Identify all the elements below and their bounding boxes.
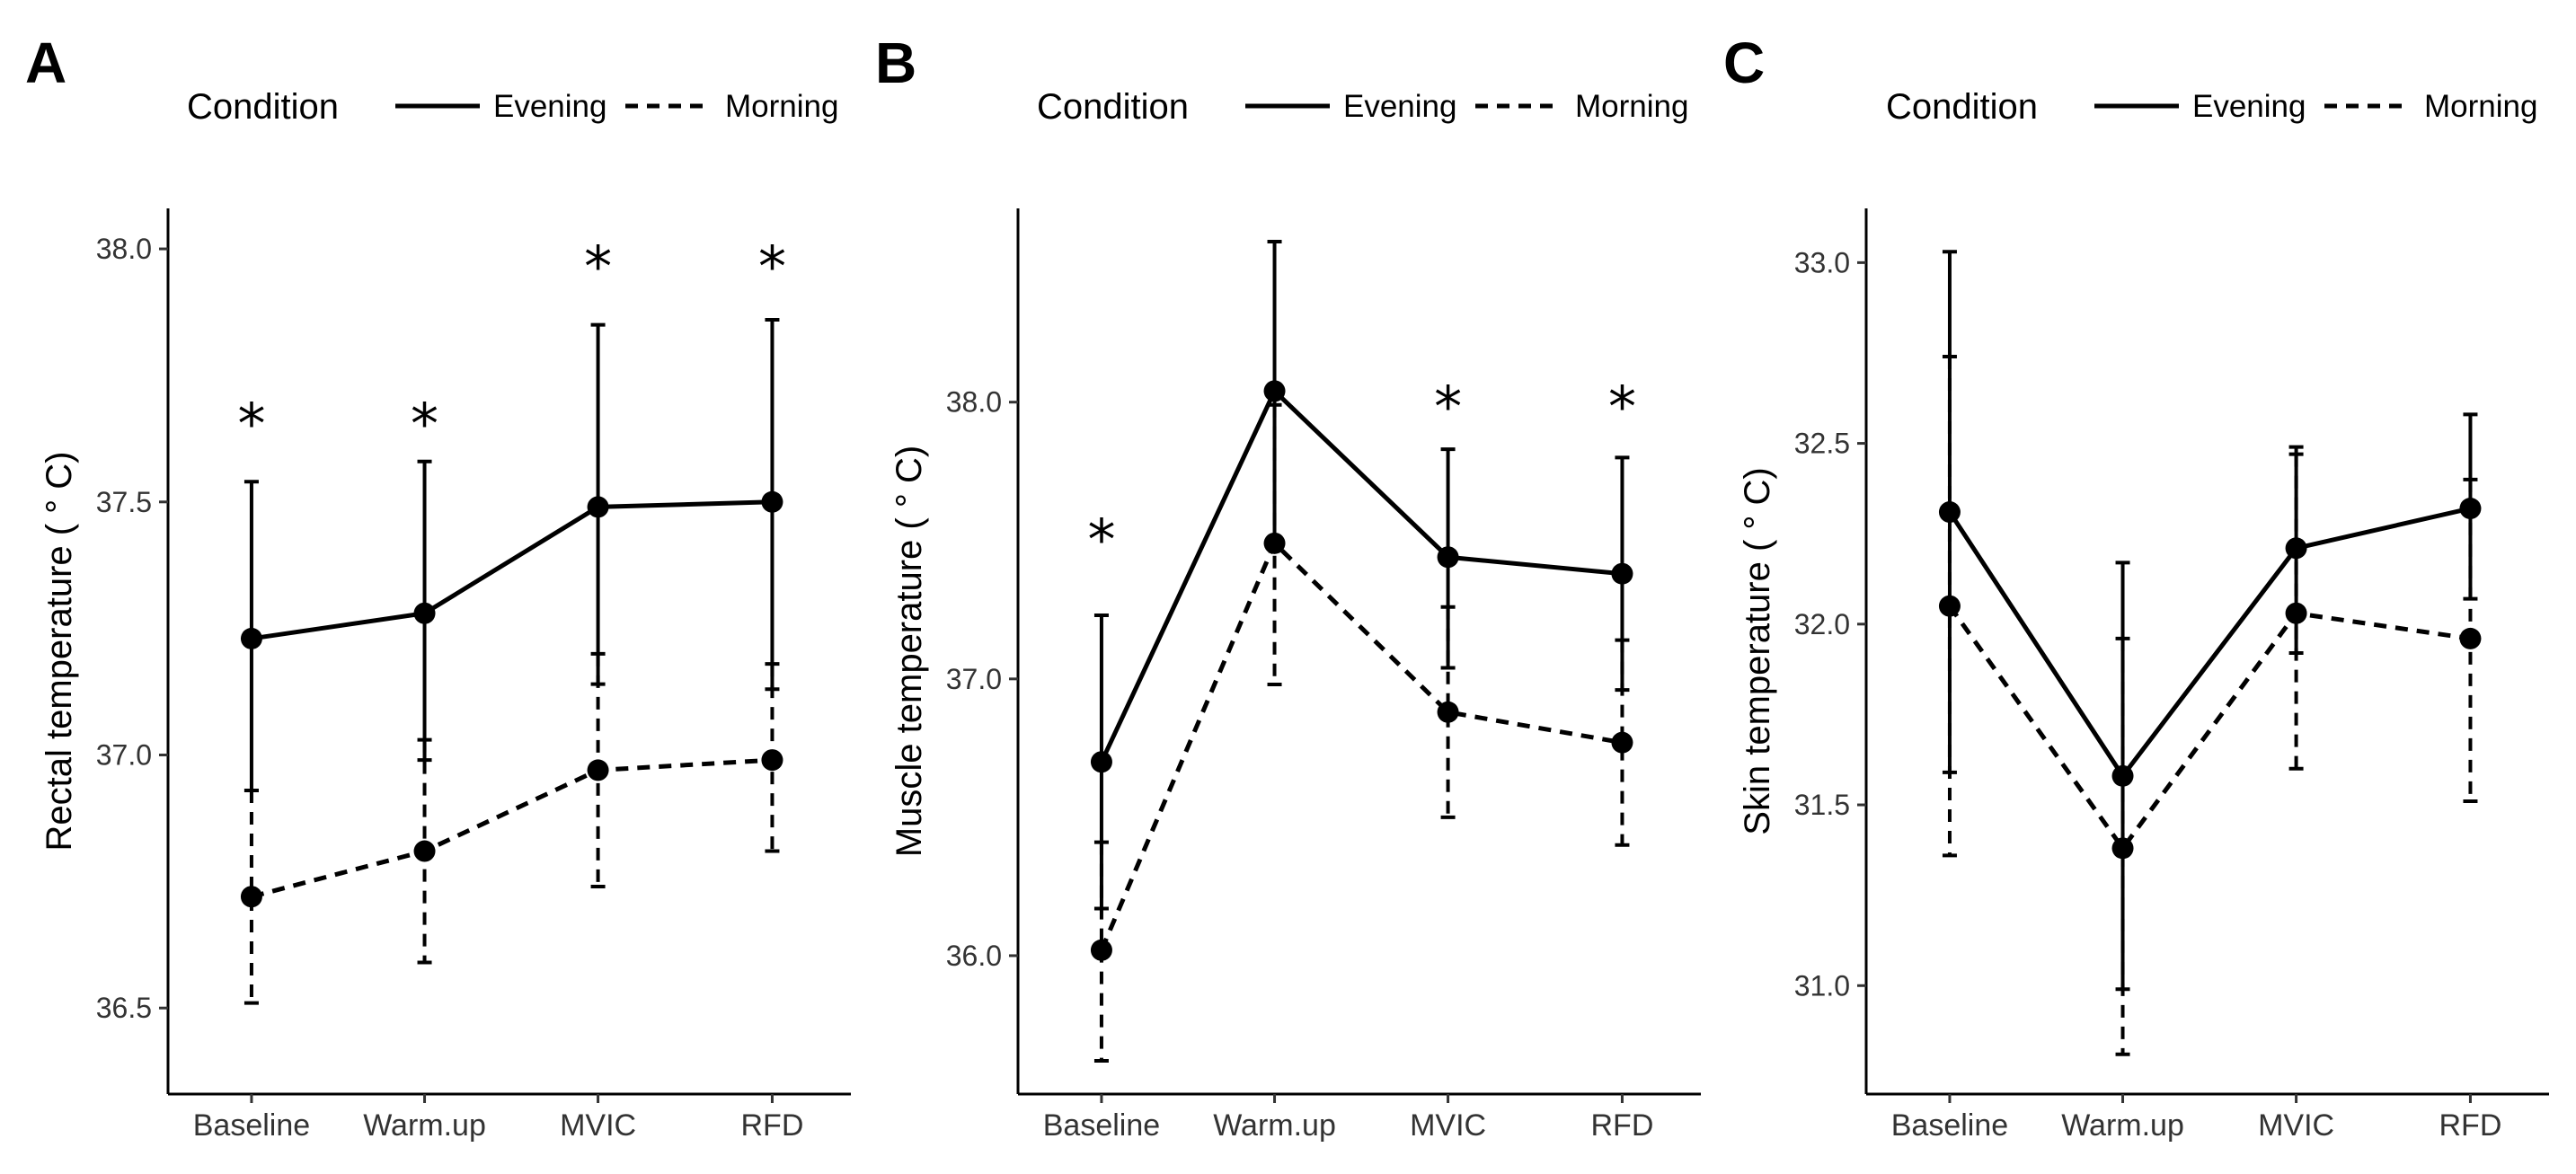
series-line <box>1099 541 1623 951</box>
y-tick-label: 33.0 <box>1794 246 1850 278</box>
x-tick-label: MVIC <box>1410 1108 1486 1143</box>
series-morning <box>1090 402 1633 1064</box>
y-tick-label: 36.5 <box>96 992 152 1024</box>
data-point <box>1090 939 1112 961</box>
x-tick-label: MVIC <box>2258 1108 2334 1143</box>
data-point <box>761 490 783 513</box>
data-point <box>1263 380 1286 402</box>
data-point <box>2459 627 2482 649</box>
panel-letter: B <box>875 31 916 95</box>
y-axis-title: Muscle temperature ( ° C) <box>890 446 929 857</box>
chart-panel-a: A Condition Evening Morning 36.5 37.0 37.5 38.0… <box>25 31 851 1143</box>
x-tick-label: Baseline <box>1891 1108 2008 1143</box>
series-evening <box>1090 239 1633 911</box>
series-evening <box>1938 250 2482 992</box>
y-tick-label: 32.5 <box>1794 428 1850 460</box>
data-point <box>761 749 783 772</box>
significance-marker: * <box>1087 507 1115 572</box>
x-tick-label: RFD <box>741 1108 804 1143</box>
significance-marker: * <box>411 391 438 456</box>
y-tick-label: 31.0 <box>1794 969 1850 1002</box>
y-tick-label: 37.5 <box>96 486 152 518</box>
data-point <box>413 840 436 862</box>
legend-label-morning: Morning <box>1575 89 1688 124</box>
data-point <box>587 759 609 781</box>
x-tick-label: Warm.up <box>2061 1108 2184 1143</box>
series-morning <box>240 651 783 1005</box>
series-line <box>1947 605 2471 851</box>
data-point <box>1437 546 1459 569</box>
data-point <box>587 496 609 518</box>
legend-title: Condition <box>187 87 339 127</box>
y-tick-label: 38.0 <box>96 233 152 265</box>
data-point <box>1938 595 1961 617</box>
y-tick-label: 37.0 <box>946 663 1002 695</box>
chart-panel-b: B Condition Evening Morning 36.0 37.0 38.0 Base… <box>875 31 1701 1143</box>
legend-label-evening: Evening <box>493 89 606 124</box>
series-evening <box>240 317 783 792</box>
legend-title: Condition <box>1886 87 2038 127</box>
legend-title: Condition <box>1037 87 1189 127</box>
y-tick-label: 38.0 <box>946 386 1002 419</box>
legend-label-morning: Morning <box>2424 89 2537 124</box>
x-tick-label: Warm.up <box>363 1108 486 1143</box>
y-tick-label: 31.5 <box>1794 789 1850 821</box>
x-tick-label: Baseline <box>193 1108 310 1143</box>
x-tick-label: RFD <box>2439 1108 2502 1143</box>
data-point <box>1090 751 1112 773</box>
chart-panel-c: C Condition Evening Morning 31.0 31.5 32.0 32.5… <box>1723 31 2549 1143</box>
legend: Condition Evening Morning <box>1886 87 2537 127</box>
series-line <box>1099 388 1623 764</box>
legend-label-evening: Evening <box>1343 89 1456 124</box>
series-line <box>251 757 773 899</box>
significance-marker: * <box>1608 374 1636 439</box>
data-point <box>1611 731 1633 754</box>
data-point <box>413 602 436 624</box>
x-tick-label: MVIC <box>560 1108 636 1143</box>
legend-label-morning: Morning <box>725 89 838 124</box>
x-tick-label: Baseline <box>1043 1108 1160 1143</box>
x-tick-label: RFD <box>1591 1108 1654 1143</box>
data-point <box>240 627 262 649</box>
significance-marker: * <box>237 391 265 456</box>
y-tick-label: 37.0 <box>96 739 152 772</box>
legend: Condition Evening Morning <box>1037 87 1688 127</box>
significance-marker: * <box>584 234 612 300</box>
significance-marker: * <box>758 234 786 300</box>
legend: Condition Evening Morning <box>187 87 838 127</box>
panel-letter: A <box>25 31 66 95</box>
significance-marker: * <box>1434 374 1462 439</box>
data-point <box>2285 602 2307 624</box>
legend-label-evening: Evening <box>2192 89 2306 124</box>
data-point <box>1263 532 1286 554</box>
series-line <box>1947 506 2472 779</box>
y-tick-label: 36.0 <box>946 940 1002 972</box>
data-point <box>1437 701 1459 723</box>
data-point <box>240 886 262 908</box>
y-axis-title: Rectal temperature ( ° C) <box>40 451 79 851</box>
series-line <box>251 499 773 641</box>
y-axis-title: Skin temperature ( ° C) <box>1738 467 1777 834</box>
series-morning <box>1938 355 2482 1056</box>
data-point <box>1611 562 1633 585</box>
data-point <box>2111 837 2134 860</box>
panel-letter: C <box>1723 31 1765 95</box>
y-tick-label: 32.0 <box>1794 608 1850 640</box>
x-tick-label: Warm.up <box>1213 1108 1336 1143</box>
